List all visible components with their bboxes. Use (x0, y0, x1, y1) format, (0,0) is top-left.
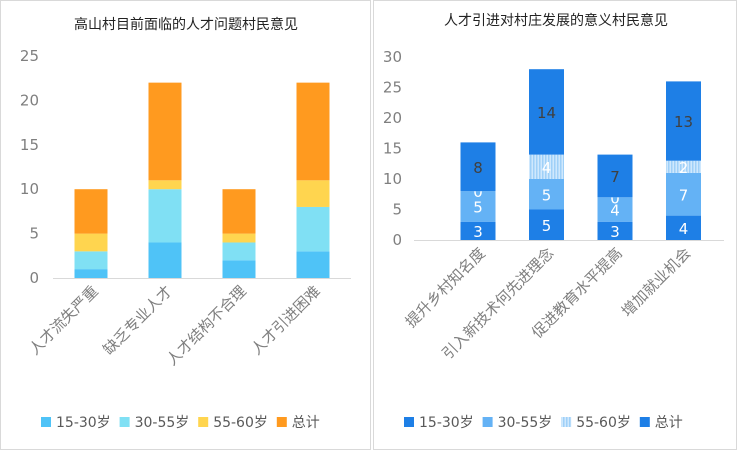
bar-segment (529, 209, 564, 240)
legend-label: 30-55岁 (135, 415, 190, 431)
legend-swatch (276, 417, 287, 427)
data-label: 4 (679, 220, 689, 238)
bar-segment (597, 221, 633, 240)
chart-right: 人才引进对村庄发展的意义村民意见 0510152025303508提升乡村知名度… (383, 12, 724, 431)
y-tick-label: 20 (20, 91, 39, 109)
bar-segment (597, 197, 633, 222)
chart-panel-left: 高山村目前面临的人才问题村民意见 0 5 10 15 20 25 人才流失严重 缺乏专业人才人… (0, 0, 371, 450)
x-category-label: 缺乏专业人才 (99, 282, 175, 358)
x-category-label: 人才引进困难 (247, 282, 323, 358)
chart-left: 高山村目前面临的人才问题村民意见 0 5 10 15 20 25 人才流失严重缺乏专业人才人… (20, 16, 351, 431)
legend-swatch (198, 417, 209, 427)
legend-swatch (482, 417, 493, 427)
bar-segment (148, 82, 182, 181)
bar-segment (74, 189, 108, 234)
legend-label: 总计 (655, 415, 683, 431)
data-label: 8 (473, 159, 483, 177)
legend-label: 55-60岁 (576, 415, 631, 431)
y-tick-label: 10 (383, 170, 402, 188)
data-label: 0 (610, 189, 620, 207)
legend-swatch (404, 417, 414, 427)
y-tick-label: 0 (29, 269, 39, 287)
bar-segment (460, 221, 496, 240)
y-tick-label: 25 (20, 47, 39, 65)
legend-label: 30-55岁 (498, 415, 553, 431)
bar-segment (666, 172, 701, 216)
bar-segment (296, 180, 330, 207)
chart-title: 人才引进对村庄发展的意义村民意见 (444, 12, 668, 29)
bar-segment (74, 251, 108, 270)
chart-panel-right: 人才引进对村庄发展的意义村民意见 0 5 10 15 20 25 30 3 5 0 8 提升乡村知名度… (373, 0, 737, 450)
y-tick-label: 0 (392, 231, 402, 249)
bar-segment (74, 233, 108, 252)
y-tick-label: 25 (383, 79, 402, 97)
legend-swatch (41, 417, 51, 427)
data-label: 5 (473, 198, 483, 216)
bar-segment (222, 242, 256, 261)
bar-segment (460, 142, 496, 192)
bar-segment (666, 215, 701, 240)
legend-label: 55-60岁 (213, 415, 268, 431)
bar-segment (148, 180, 182, 190)
data-label: 14 (537, 104, 556, 122)
bar-segment (529, 154, 564, 179)
legend-swatch (119, 417, 130, 427)
bar-segment (296, 206, 330, 252)
x-category-label: 引入新技术何先进理念 (439, 244, 558, 363)
bar-segment (597, 154, 633, 198)
data-label: 7 (679, 186, 689, 204)
data-label: 5 (542, 217, 552, 235)
y-tick-label: 30 (383, 48, 402, 66)
bar-segment (460, 191, 496, 222)
bar-segment (74, 269, 108, 278)
x-category-label: 人才流失严重 (25, 282, 101, 358)
bar-segment (296, 251, 330, 278)
y-tick-label: 5 (392, 201, 402, 219)
data-label: 4 (542, 159, 552, 177)
y-tick-label: 10 (20, 180, 39, 198)
data-label: 3 (473, 223, 483, 241)
bar-segment (296, 82, 330, 181)
bar-segment (222, 189, 256, 234)
data-label: 0 (473, 183, 483, 201)
legend-swatch (639, 417, 650, 427)
bar-segment (666, 160, 701, 173)
data-label: 5 (542, 186, 552, 204)
y-tick-label: 15 (383, 140, 402, 158)
bar-segment (222, 233, 256, 243)
bar-segment (148, 242, 182, 278)
data-label: 4 (610, 202, 620, 220)
chart-title: 高山村目前面临的人才问题村民意见 (74, 16, 298, 33)
data-label: 3 (610, 223, 620, 241)
legend-label: 15-30岁 (56, 415, 111, 431)
bar-segment (529, 69, 564, 155)
bar-segment (666, 81, 701, 161)
bar-segment (529, 179, 564, 210)
bar-segment (148, 189, 182, 243)
data-label: 13 (674, 113, 693, 131)
x-category-label: 增加就业机会 (618, 244, 694, 320)
legend-swatch (561, 417, 572, 427)
legend-label: 15-30岁 (419, 415, 474, 431)
bar-segment (222, 260, 256, 278)
data-label: 7 (610, 168, 620, 186)
x-category-label: 人才结构不合理 (163, 282, 250, 369)
data-label: 2 (679, 159, 689, 177)
y-tick-label: 15 (20, 136, 39, 154)
y-tick-label: 20 (383, 109, 402, 127)
legend-label: 总计 (292, 415, 320, 431)
y-tick-label: 5 (29, 225, 39, 243)
